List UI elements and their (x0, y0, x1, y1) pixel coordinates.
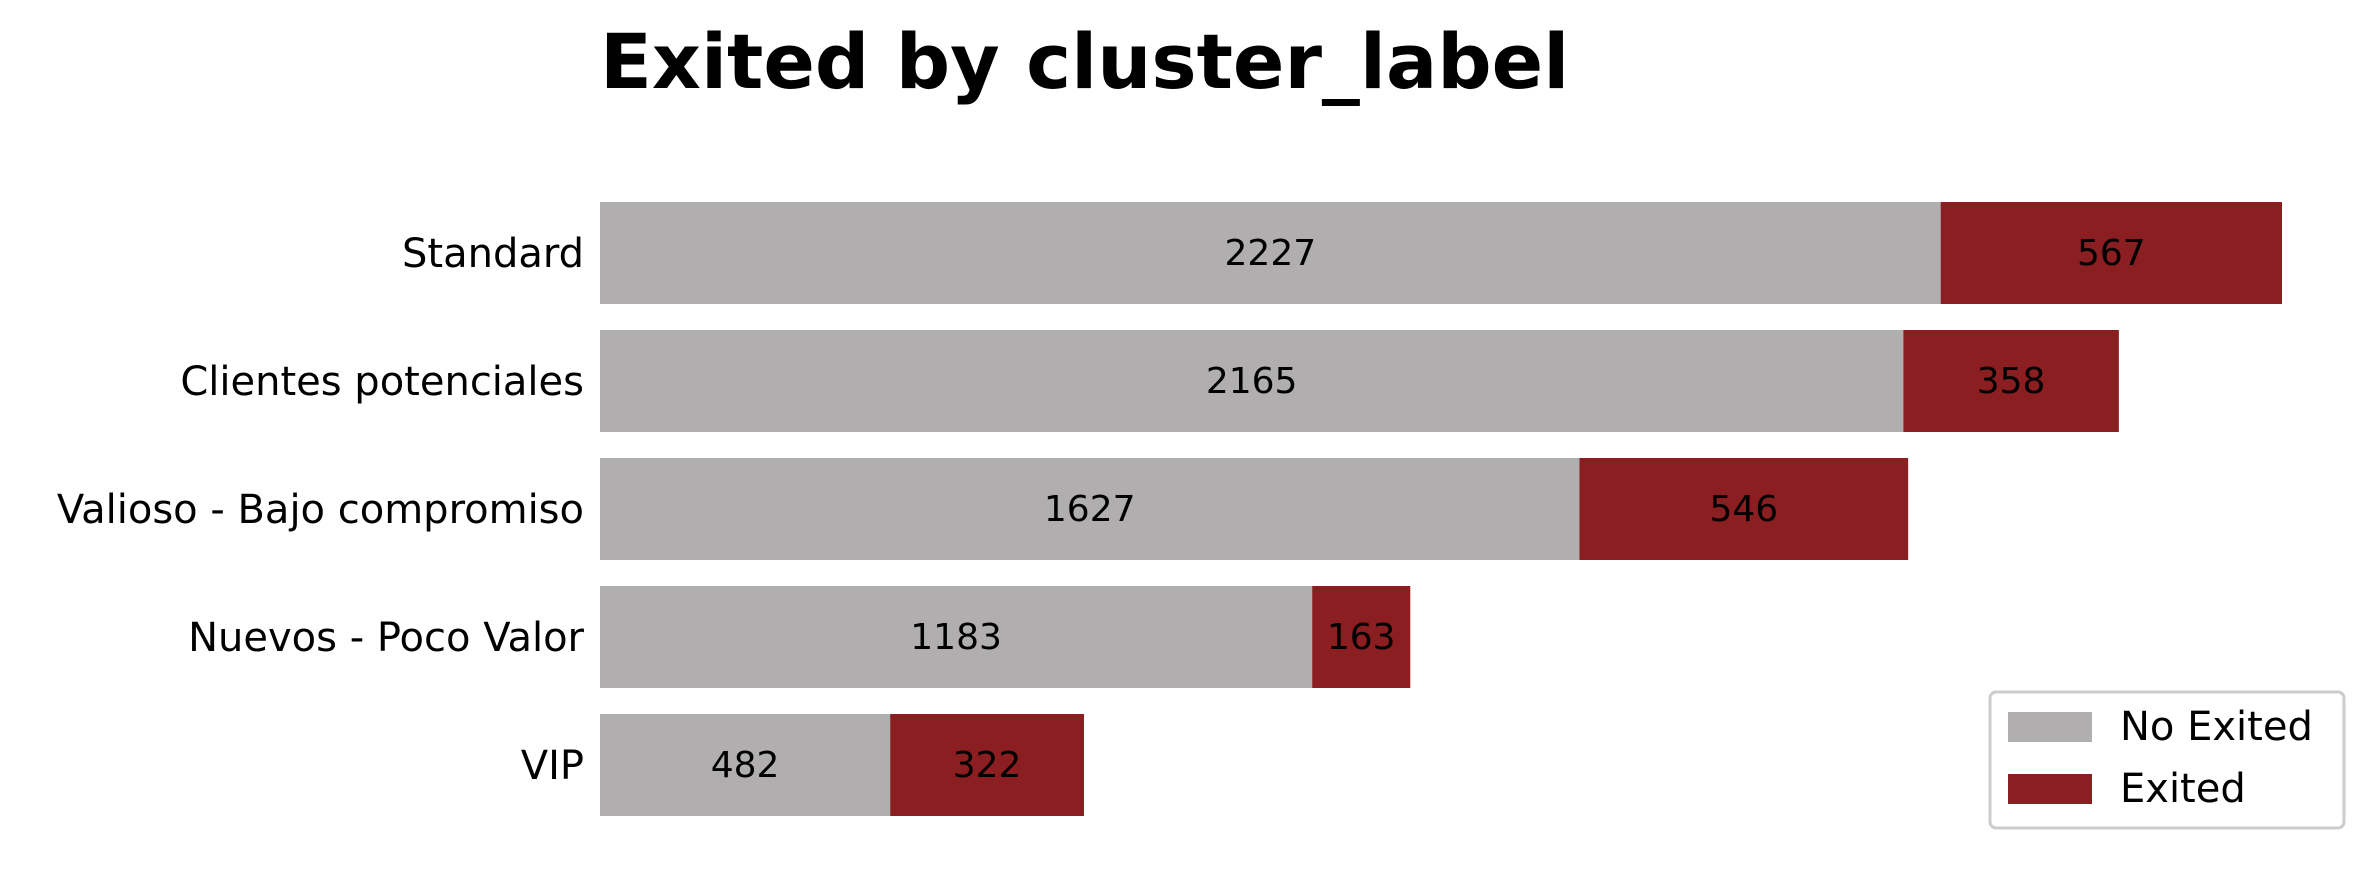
category-label: VIP (521, 743, 584, 789)
data-label: 1627 (1044, 489, 1136, 530)
bar-no-exited (600, 330, 1904, 432)
bar-exited (1903, 330, 2119, 432)
legend-label: No Exited (2120, 704, 2313, 750)
bar-exited (1940, 202, 2282, 304)
category-label: Nuevos - Poco Valor (188, 615, 584, 661)
legend-swatch (2008, 712, 2092, 742)
legend: No Exited Exited (1988, 690, 2346, 830)
bar-no-exited (600, 202, 1941, 304)
legend-swatch (2008, 774, 2092, 804)
bar-exited (1579, 458, 1909, 560)
data-label: 322 (953, 745, 1022, 786)
data-label: 546 (1709, 489, 1778, 530)
data-label: 2227 (1225, 233, 1317, 274)
bars-group: Standard 2227 567 Clientes potenciales 2165 3… (57, 202, 2282, 816)
bar-exited (1312, 586, 1411, 688)
category-label: Clientes potenciales (180, 359, 584, 405)
bar-no-exited (600, 714, 891, 816)
data-label: 358 (1977, 361, 2046, 402)
category-label: Standard (402, 231, 584, 277)
data-label: 482 (711, 745, 780, 786)
bar-no-exited (600, 586, 1313, 688)
chart-title: Exited by cluster_label (600, 17, 1569, 106)
data-label: 2165 (1206, 361, 1298, 402)
data-label: 1183 (910, 617, 1002, 658)
legend-label: Exited (2120, 766, 2246, 812)
bar-no-exited (600, 458, 1580, 560)
data-label: 567 (2077, 233, 2146, 274)
data-label: 163 (1327, 617, 1396, 658)
category-label: Valioso - Bajo compromiso (57, 487, 584, 533)
bar-exited (890, 714, 1085, 816)
